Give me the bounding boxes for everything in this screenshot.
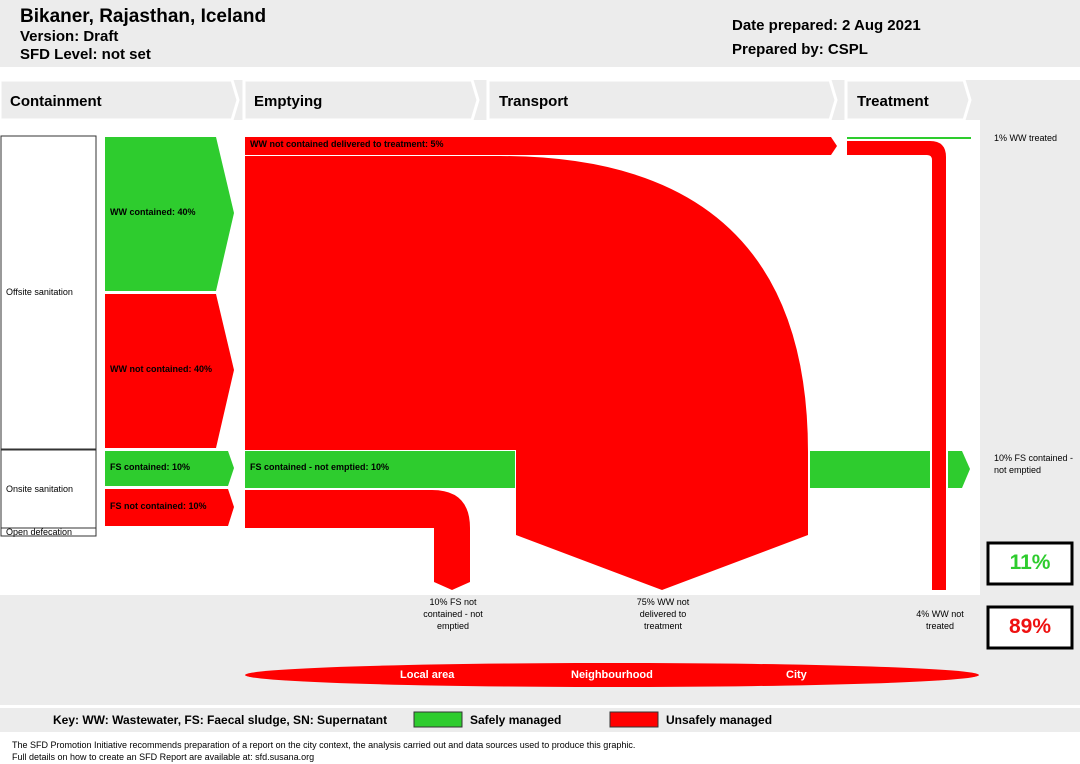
unsafe-total-box [986, 605, 1074, 650]
stage-chevron-emptying [242, 78, 480, 122]
ww-contained-arrow [105, 137, 234, 291]
fs-not-contained-outcome: 10% FS not contained - not emptied [423, 597, 483, 631]
ww-not-contained-label: WW not contained: 40% [110, 364, 212, 374]
fs-not-emptied-side-label: 10% FS contained - not emptied [994, 453, 1074, 475]
stage-chevron-transport [486, 78, 838, 122]
safe-total-box [986, 541, 1074, 586]
offsite-label: Offsite sanitation [6, 287, 73, 297]
ww-nc-delivered-label: WW not contained delivered to treatment:… [250, 139, 444, 149]
area-neighbourhood: Neighbourhood [571, 669, 653, 681]
stage-transport: Transport [499, 93, 569, 110]
fs-not-contained-label: FS not contained: 10% [110, 501, 207, 511]
offsite-box [0, 135, 97, 450]
onsite-box [0, 449, 97, 529]
area-city: City [786, 669, 807, 681]
date-prepared: Date prepared: 2 Aug 2021 [732, 17, 921, 34]
right-column [980, 80, 1080, 595]
stage-containment: Containment [10, 93, 102, 110]
stage-emptying: Emptying [254, 93, 323, 110]
key-band [0, 708, 1080, 732]
ww-contained-label: WW contained: 40% [110, 207, 196, 217]
ww-not-delivered-flow [245, 156, 808, 590]
key-safe-label: Safely managed [470, 713, 562, 727]
ww-treated-line [847, 137, 971, 139]
key-unsafe-label: Unsafely managed [666, 713, 773, 727]
open-defecation-label: Open defecation [6, 527, 73, 537]
unsafe-swatch [609, 711, 659, 728]
fs-not-contained-flow [245, 490, 470, 590]
stage-chevron-treatment [844, 78, 972, 122]
city-title: Bikaner, Rajasthan, Iceland [20, 6, 267, 27]
ww-treated-label: 1% WW treated [994, 133, 1058, 143]
safe-swatch [413, 711, 463, 728]
version-text: Version: Draft [20, 28, 119, 45]
header-band [0, 0, 1080, 67]
sfd-level-text: SFD Level: not set [20, 46, 151, 63]
key-text: Key: WW: Wastewater, FS: Faecal sludge, … [53, 713, 388, 727]
ww-not-contained-arrow [105, 294, 234, 448]
stage-treatment: Treatment [857, 93, 929, 110]
footer-line-2: Full details on how to create an SFD Rep… [12, 752, 315, 762]
header-left: Bikaner, Rajasthan, Iceland Version: Dra… [20, 6, 266, 64]
footer-line-1: The SFD Promotion Initiative recommends … [12, 740, 636, 750]
ww-not-treated-flow [847, 141, 946, 590]
prepared-by: Prepared by: CSPL [732, 41, 868, 58]
fs-contained-not-emptied-label: FS contained - not emptied: 10% [250, 462, 390, 472]
fs-not-emptied-arrowhead [948, 451, 970, 488]
header-right: Date prepared: 2 Aug 2021 Prepared by: C… [732, 14, 921, 62]
footer: The SFD Promotion Initiative recommends … [12, 739, 1072, 763]
fs-contained-arrow [105, 451, 234, 486]
fs-not-contained-arrow [105, 489, 234, 526]
stage-chevron-containment [0, 78, 240, 122]
safe-total: 11% [1009, 551, 1051, 574]
ww-not-treated-outcome: 4% WW not treated [916, 609, 964, 631]
fs-contained-label: FS contained: 10% [110, 462, 191, 472]
open-defecation-box [0, 527, 97, 537]
fs-not-emptied-flow-a [245, 451, 515, 488]
ww-nc-delivered-strip [245, 137, 837, 155]
ww-not-delivered-outcome: 75% WW not delivered to treatment [636, 597, 690, 631]
area-local: Local area [400, 669, 455, 681]
area-ellipse [245, 663, 979, 687]
onsite-label: Onsite sanitation [6, 484, 74, 494]
fs-not-emptied-flow-b [810, 451, 930, 488]
unsafe-total: 89% [1008, 615, 1052, 638]
